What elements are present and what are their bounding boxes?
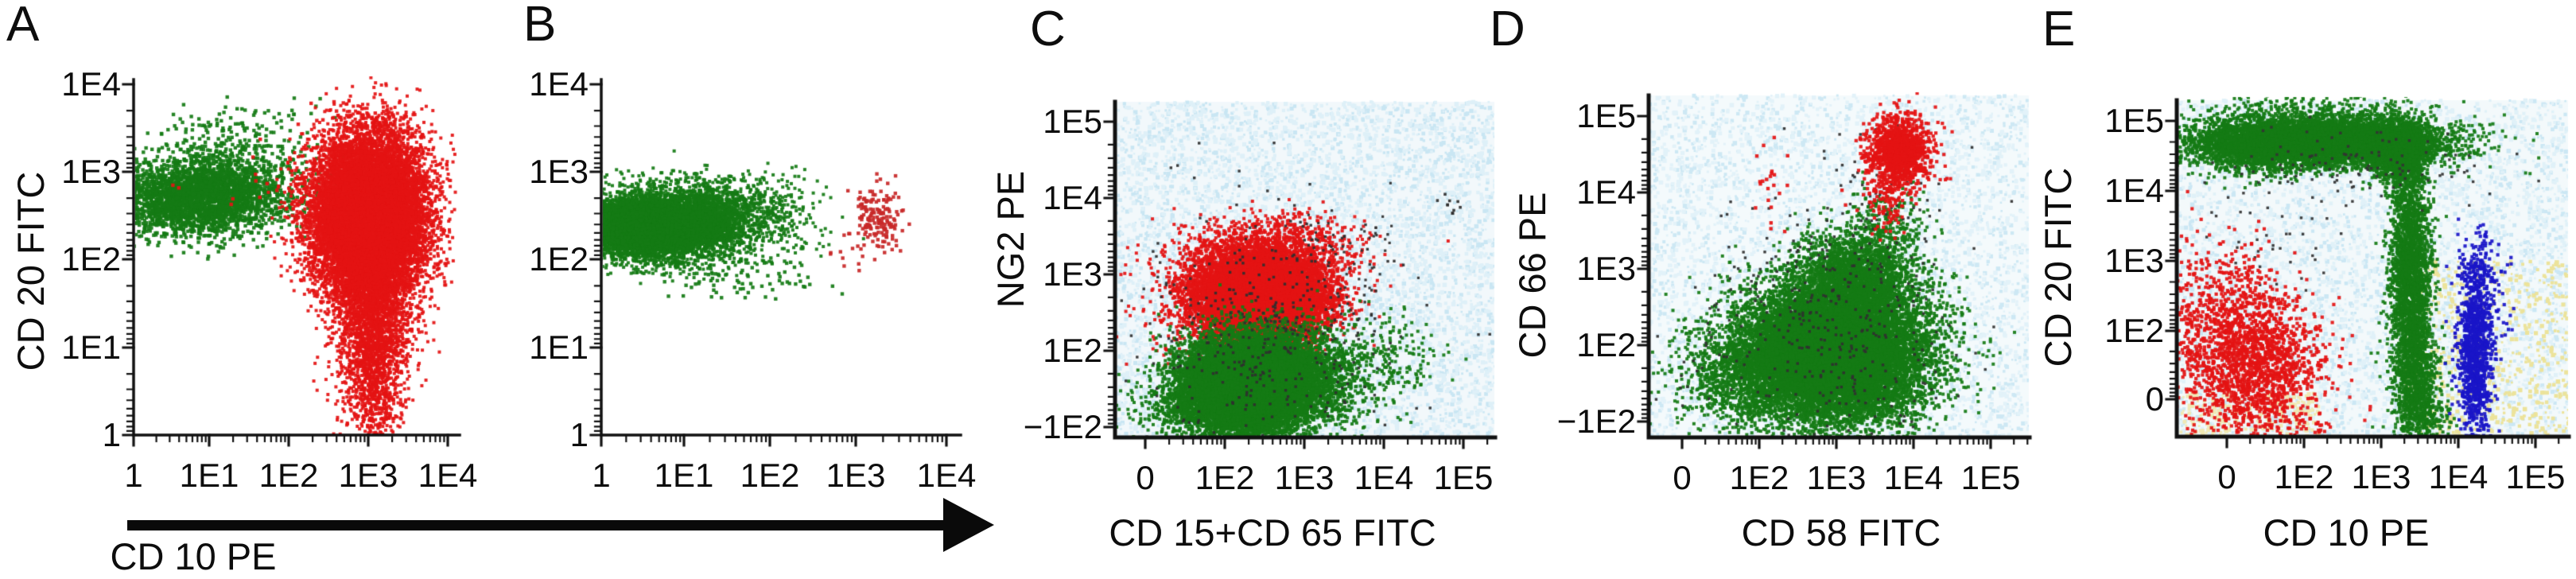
- y-tick-label: 1E3: [1576, 250, 1636, 287]
- y-tick-label: 1E5: [1576, 97, 1636, 134]
- y-tick-label: 1E4: [1043, 179, 1102, 216]
- y-tick-label: 1E3: [61, 153, 121, 190]
- y-tick-label: 1E3: [1043, 255, 1102, 293]
- y-tick-label: 1E2: [61, 240, 121, 278]
- x-tick-label: 0: [1136, 459, 1155, 496]
- y-tick-label: −1E2: [1556, 402, 1636, 440]
- x-tick-label: 1E4: [1354, 459, 1414, 496]
- x-axis-arrow-head-icon: [943, 498, 994, 552]
- x-axis-label-e: CD 10 PE: [2263, 511, 2430, 554]
- x-tick-label: 1E5: [1433, 459, 1494, 496]
- x-tick-label: 1E2: [258, 457, 319, 494]
- shared-x-axis-label-ab: CD 10 PE: [110, 535, 277, 577]
- y-tick-label: 1E4: [529, 65, 589, 103]
- panel-letter-a: A: [6, 0, 40, 52]
- x-tick-label: 1E3: [826, 457, 886, 494]
- x-tick-label: 1E5: [1960, 459, 2021, 496]
- x-tick-label: 1E4: [1883, 459, 1944, 496]
- x-axis-label-c: CD 15+CD 65 FITC: [1109, 511, 1436, 554]
- x-tick-label: 1E4: [916, 457, 977, 494]
- y-tick-label: 0: [2145, 380, 2164, 418]
- y-tick-label: 1E1: [529, 328, 589, 366]
- panel-letter-c: C: [1030, 2, 1066, 56]
- y-tick-label: 1E4: [2104, 172, 2164, 209]
- y-tick-label: 1E2: [2104, 312, 2164, 349]
- x-tick-label: 1E1: [654, 457, 714, 494]
- panel-letter-d: D: [1490, 2, 1525, 56]
- y-tick-label: 1E3: [2104, 242, 2164, 279]
- x-tick-label: 1E2: [1729, 459, 1789, 496]
- y-tick-label: 1E5: [2104, 102, 2164, 139]
- x-tick-label: 1: [124, 457, 143, 494]
- y-tick-label: 1E3: [529, 153, 589, 190]
- x-tick-label: 1: [592, 457, 611, 494]
- x-tick-label: 1E4: [418, 457, 478, 494]
- x-tick-label: 1E5: [2505, 458, 2566, 495]
- x-tick-label: 1E3: [338, 457, 398, 494]
- x-tick-label: 1E2: [740, 457, 800, 494]
- y-tick-label: 1E5: [1043, 103, 1102, 140]
- x-tick-label: 1E3: [2351, 458, 2411, 495]
- panel-letter-b: B: [523, 0, 557, 52]
- y-tick-label: 1: [102, 416, 121, 453]
- panel-letter-e: E: [2042, 2, 2076, 56]
- y-tick-label: 1: [569, 416, 589, 453]
- y-tick-label: 1E2: [529, 240, 589, 278]
- x-axis-arrow-line: [127, 520, 945, 530]
- y-tick-label: 1E1: [61, 328, 121, 366]
- x-tick-label: 0: [2217, 458, 2236, 495]
- x-tick-label: 1E2: [2274, 458, 2334, 495]
- y-axis-label-c: NG2 PE: [989, 170, 1032, 309]
- x-tick-label: 0: [1673, 459, 1692, 496]
- y-tick-label: 1E4: [1576, 173, 1636, 211]
- y-tick-label: 1E2: [1043, 332, 1102, 369]
- x-tick-label: 1E3: [1274, 459, 1335, 496]
- y-tick-label: 1E4: [61, 65, 121, 103]
- x-tick-label: 1E3: [1806, 459, 1867, 496]
- y-tick-label: −1E2: [1023, 408, 1102, 445]
- y-tick-label: 1E2: [1576, 326, 1636, 363]
- x-tick-label: 1E1: [179, 457, 239, 494]
- x-tick-label: 1E4: [2428, 458, 2489, 495]
- x-tick-label: 1E2: [1195, 459, 1255, 496]
- x-axis-label-d: CD 58 FITC: [1741, 511, 1941, 554]
